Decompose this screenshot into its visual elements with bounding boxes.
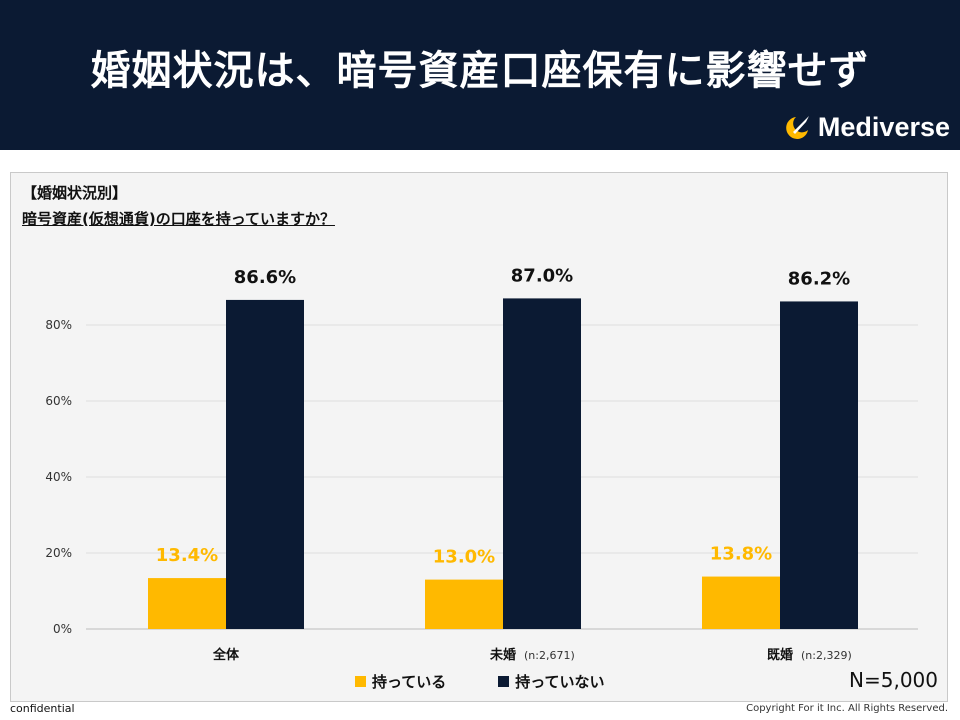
- y-tick-label: 60%: [45, 394, 72, 408]
- x-category-label: 既婚: [767, 647, 793, 663]
- data-label-have: 13.0%: [433, 547, 495, 568]
- x-category-note: (n:2,329): [801, 649, 852, 662]
- page-title: 婚姻状況は、暗号資産口座保有に影響せず: [90, 48, 870, 94]
- y-tick-label: 40%: [45, 470, 72, 484]
- x-category-note: (n:2,671): [524, 649, 575, 662]
- data-label-have: 13.8%: [710, 544, 772, 565]
- bar-have: [425, 579, 503, 629]
- legend-item-have: 持っている: [355, 671, 446, 692]
- sample-size-label: N=5,000: [849, 668, 938, 692]
- bar-not-have: [780, 301, 858, 629]
- logo-text: Mediverse: [817, 112, 950, 142]
- y-tick-label: 80%: [45, 318, 72, 332]
- chart-legend: 持っている 持っていない: [355, 671, 657, 692]
- legend-label-have: 持っている: [372, 673, 447, 691]
- legend-label-not-have: 持っていない: [515, 673, 605, 691]
- x-category-label: 全体: [212, 647, 240, 663]
- legend-item-not-have: 持っていない: [498, 671, 605, 692]
- chart-title: 【婚姻状況別】 暗号資産(仮想通貨)の口座を持っていますか？: [22, 180, 335, 232]
- confidential-label: confidential: [10, 702, 75, 715]
- bar-not-have: [503, 298, 581, 629]
- copyright-label: Copyright For it Inc. All Rights Reserve…: [746, 703, 948, 714]
- bar-not-have: [226, 299, 304, 629]
- header-bar: 婚姻状況は、暗号資産口座保有に影響せず Mediverse: [0, 0, 960, 150]
- data-label-not-have: 86.6%: [234, 267, 296, 288]
- bar-have: [702, 576, 780, 629]
- legend-swatch-not-have: [498, 676, 510, 687]
- brand-logo: Mediverse: [782, 112, 950, 143]
- chart-title-line2: 暗号資産(仮想通貨)の口座を持っていますか？: [22, 210, 335, 228]
- legend-swatch-have: [355, 676, 366, 687]
- chart-title-line1: 【婚姻状況別】: [22, 184, 128, 202]
- data-label-have: 13.4%: [156, 545, 218, 566]
- data-label-not-have: 87.0%: [511, 265, 573, 286]
- bar-have: [148, 578, 226, 629]
- y-tick-label: 0%: [53, 622, 72, 636]
- x-category-label: 未婚: [489, 647, 516, 663]
- rocket-moon-icon: [786, 115, 809, 139]
- data-label-not-have: 86.2%: [788, 268, 850, 289]
- y-tick-label: 20%: [45, 546, 72, 560]
